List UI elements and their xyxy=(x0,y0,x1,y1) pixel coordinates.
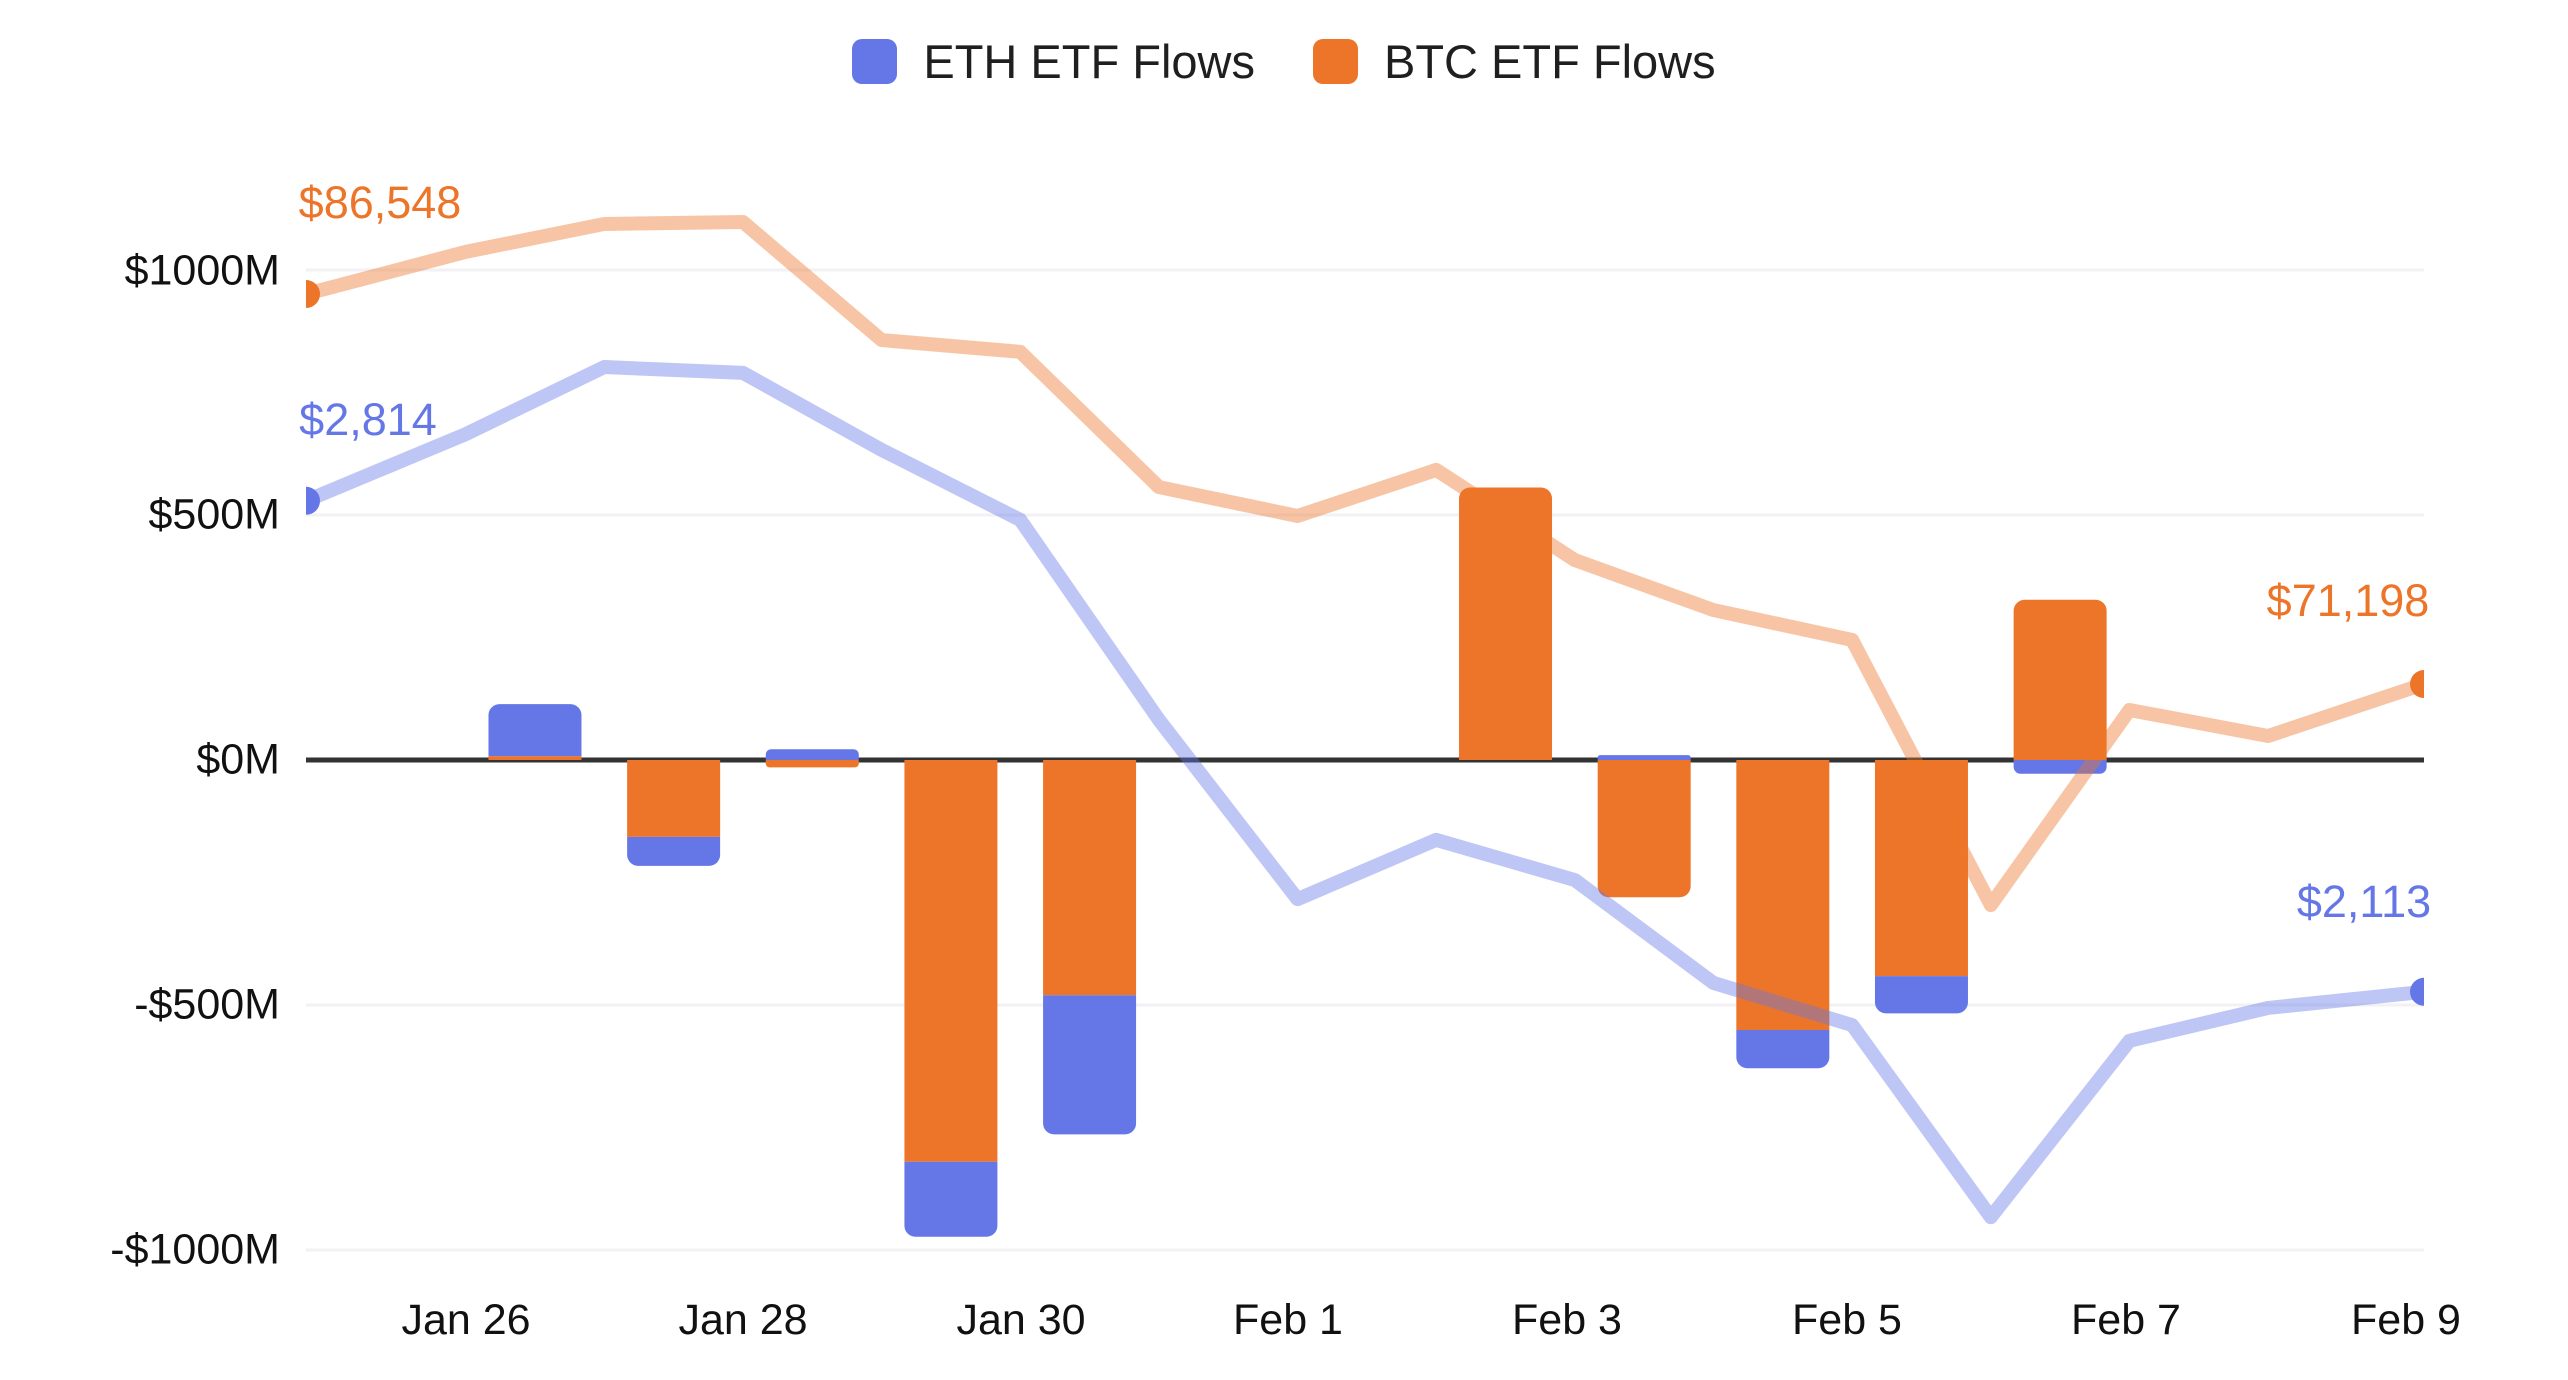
-feb-5[interactable] xyxy=(1874,976,1968,1014)
-jan-26[interactable] xyxy=(488,704,582,757)
-jan-27[interactable] xyxy=(627,836,721,866)
x-tick-jan30: Jan 30 xyxy=(956,1296,1086,1344)
x-tick-feb7: Feb 7 xyxy=(2071,1296,2181,1344)
btc-legend-swatch-icon xyxy=(1313,39,1358,84)
-feb-3[interactable] xyxy=(1597,755,1691,760)
-jan-29[interactable] xyxy=(904,760,998,1162)
x-tick-feb1: Feb 1 xyxy=(1233,1296,1343,1344)
-jan-28[interactable] xyxy=(765,760,859,768)
-jan-30[interactable] xyxy=(1043,995,1137,1135)
eth-price-line xyxy=(306,360,2424,1225)
btc-price-line-start-marker xyxy=(306,280,320,309)
-jan-26[interactable] xyxy=(488,756,582,760)
btc-price-start-annotation: $86,548 xyxy=(298,177,462,228)
-feb-2[interactable] xyxy=(1459,487,1553,760)
eth-price-end-annotation: $2,113 xyxy=(2296,876,2432,927)
y-tick-n500: -$500M xyxy=(134,980,280,1029)
eth-price-start-annotation: $2,814 xyxy=(299,394,437,445)
x-tick-jan28: Jan 28 xyxy=(678,1296,808,1344)
eth-price-line-end-marker xyxy=(2410,977,2424,1006)
x-tick-feb9: Feb 9 xyxy=(2351,1296,2461,1344)
x-tick-feb5: Feb 5 xyxy=(1792,1296,1902,1344)
x-tick-feb3: Feb 3 xyxy=(1512,1296,1622,1344)
x-tick-jan26: Jan 26 xyxy=(401,1296,531,1344)
y-tick-1000: $1000M xyxy=(124,246,280,295)
-jan-29[interactable] xyxy=(904,1161,998,1237)
-feb-4[interactable] xyxy=(1736,1029,1830,1069)
y-tick-0: $0M xyxy=(196,735,280,784)
btc-price-line-end-marker xyxy=(2410,670,2424,699)
-feb-6[interactable] xyxy=(2013,760,2107,774)
-feb-6[interactable] xyxy=(2013,599,2107,760)
-feb-3[interactable] xyxy=(1597,760,1691,898)
chart-legend: ETH ETF Flows BTC ETF Flows xyxy=(0,34,2568,89)
-feb-5[interactable] xyxy=(1874,760,1968,977)
btc-price-end-annotation: $71,198 xyxy=(2266,575,2430,626)
eth-price-line-start-marker xyxy=(306,486,320,515)
legend-label-eth: ETH ETF Flows xyxy=(923,35,1255,88)
y-tick-500: $500M xyxy=(148,490,280,539)
legend-label-btc: BTC ETF Flows xyxy=(1384,35,1716,88)
y-tick-n1000: -$1000M xyxy=(110,1225,280,1274)
legend-item-eth[interactable]: ETH ETF Flows xyxy=(852,34,1255,89)
legend-item-btc[interactable]: BTC ETF Flows xyxy=(1313,34,1716,89)
btc-price-line xyxy=(306,214,2424,913)
eth-legend-swatch-icon xyxy=(852,39,898,84)
-jan-30[interactable] xyxy=(1043,760,1137,996)
-jan-28[interactable] xyxy=(765,749,859,760)
-feb-4[interactable] xyxy=(1736,760,1830,1030)
-jan-27[interactable] xyxy=(627,760,721,837)
